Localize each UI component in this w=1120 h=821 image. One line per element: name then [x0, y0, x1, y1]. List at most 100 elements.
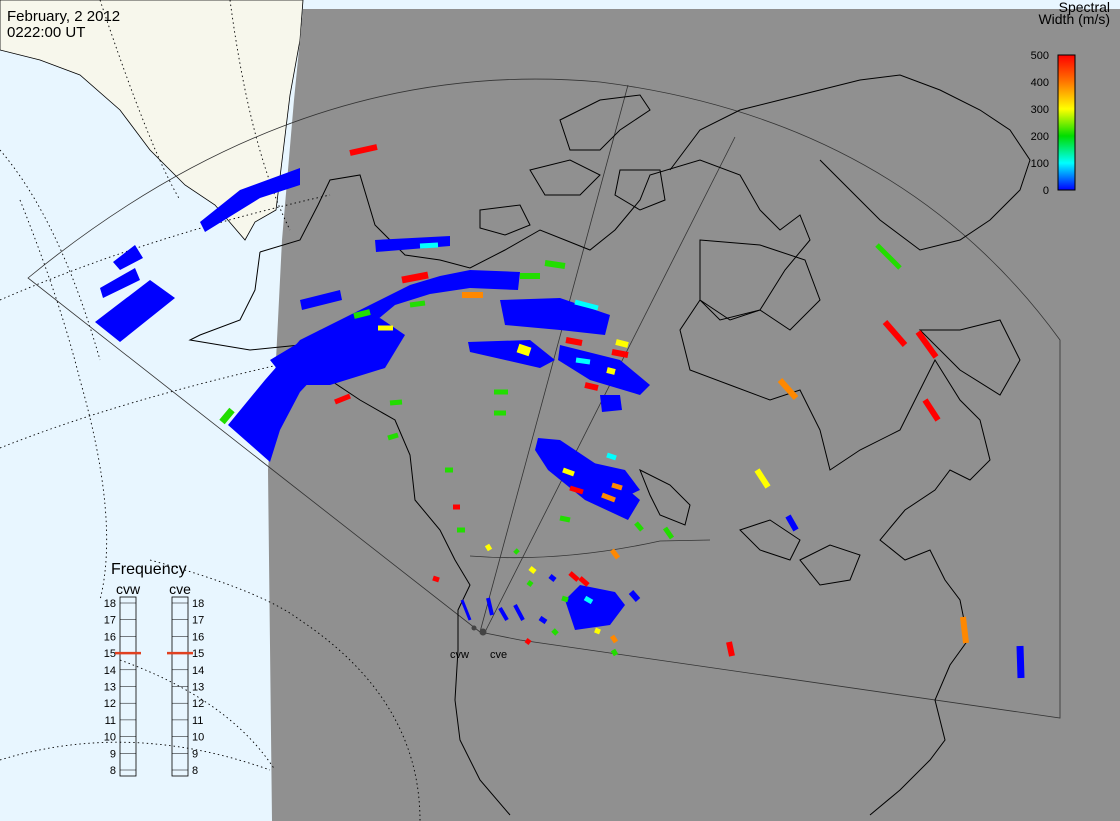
- frequency-scale-label: 17: [192, 615, 204, 627]
- frequency-scale-label: 18: [104, 598, 116, 610]
- echo-patch: [565, 585, 625, 630]
- echo-segment: [526, 580, 534, 587]
- echo-segment: [524, 638, 532, 645]
- echo-segment: [574, 299, 599, 311]
- frequency-scale-label: 12: [104, 698, 116, 710]
- echo-patch: [500, 298, 610, 335]
- echo-segment: [219, 407, 235, 425]
- echo-segment: [538, 615, 548, 625]
- echo-segment: [606, 367, 616, 375]
- sunlit-land: [0, 0, 304, 241]
- colorbar-tick-label: 100: [1031, 158, 1049, 170]
- echo-patch: [600, 395, 622, 412]
- frequency-radar-label-cvw: cvw: [116, 581, 141, 597]
- echo-segment: [484, 543, 493, 552]
- frequency-scale-label: 14: [104, 665, 116, 677]
- echo-patch: [300, 290, 342, 310]
- echo-segment: [1016, 645, 1025, 679]
- echo-patch: [113, 245, 143, 270]
- echo-segment: [615, 339, 629, 348]
- echo-segment: [486, 597, 494, 616]
- echo-patch: [468, 340, 555, 368]
- time-label: 0222:00 UT: [7, 24, 86, 41]
- frequency-radar-label-cve: cve: [169, 581, 191, 597]
- frequency-scale-label: 12: [192, 698, 204, 710]
- frequency-scale-label: 17: [104, 615, 116, 627]
- frequency-scale-label: 13: [104, 682, 116, 694]
- echo-segment: [610, 548, 620, 560]
- colorbar: [1057, 54, 1076, 191]
- echo-segment: [559, 515, 571, 523]
- frequency-scale-label: 8: [110, 765, 116, 777]
- echo-segment: [460, 599, 472, 621]
- echo-segment: [551, 628, 559, 636]
- frequency-scale-label: 16: [192, 631, 204, 643]
- frequency-scale-label: 14: [192, 665, 204, 677]
- echo-segment: [548, 574, 557, 582]
- echo-segment: [601, 492, 616, 503]
- echo-segment: [628, 590, 641, 602]
- echo-segment: [568, 571, 580, 582]
- echo-segment: [419, 242, 439, 249]
- echo-segment: [562, 467, 575, 477]
- echo-segment: [498, 606, 509, 622]
- frequency-scale-label: 15: [104, 648, 116, 660]
- frequency-scale-label: 9: [110, 748, 116, 760]
- echo-segment: [785, 514, 799, 532]
- night-shade: [268, 9, 1120, 821]
- echo-patch: [375, 236, 450, 252]
- echo-segment: [777, 378, 799, 400]
- echo-segment: [922, 398, 941, 422]
- echo-segment: [594, 627, 601, 635]
- echo-segment: [401, 271, 429, 284]
- radar-site-cvw: [471, 625, 477, 631]
- echo-segment: [578, 576, 590, 587]
- frequency-scale-label: 13: [192, 682, 204, 694]
- echo-segment: [544, 260, 566, 269]
- colorbar-title-line1: Spectral: [1058, 0, 1110, 15]
- frequency-scale-label: 15: [192, 648, 204, 660]
- echo-segment: [513, 548, 520, 555]
- echo-segment: [565, 337, 583, 346]
- echo-segment: [516, 343, 532, 357]
- echo-segment: [513, 604, 525, 621]
- frequency-scale-label: 16: [104, 631, 116, 643]
- echo-segment: [882, 320, 908, 347]
- echo-segment: [662, 526, 675, 540]
- frequency-title: Frequency: [111, 561, 187, 578]
- frequency-scale-label: 11: [105, 715, 116, 727]
- echo-segment: [389, 399, 403, 406]
- radar-label-cvw: cvw: [450, 649, 469, 661]
- frequency-scale-label: 11: [192, 715, 203, 727]
- echo-segment: [584, 382, 599, 391]
- echo-segment: [409, 300, 426, 308]
- colorbar-tick-label: 500: [1031, 50, 1049, 62]
- coastlines: [188, 74, 1031, 816]
- colorbar-tick-label: 300: [1031, 104, 1049, 116]
- echo-segment: [432, 575, 440, 583]
- echo-segment: [875, 243, 902, 270]
- echo-segment: [754, 468, 771, 489]
- colorbar-tick-label: 400: [1031, 77, 1049, 89]
- echo-segment: [353, 309, 371, 319]
- echo-segment: [610, 648, 619, 657]
- radar-site-cve: [479, 628, 487, 636]
- echo-segment: [528, 566, 537, 574]
- colorbar-tick-label: 0: [1043, 185, 1049, 197]
- frequency-scale-label: 18: [192, 598, 204, 610]
- frequency-scale-label: 10: [104, 732, 116, 744]
- frequency-scale-label: 9: [192, 748, 198, 760]
- echo-patch: [200, 168, 300, 232]
- echo-patch: [270, 318, 405, 385]
- echo-patch: [100, 268, 140, 298]
- echo-segment: [583, 595, 594, 605]
- echo-patch: [95, 280, 175, 342]
- echo-segment: [349, 144, 378, 156]
- echo-segment: [915, 330, 939, 359]
- echo-segment: [575, 357, 591, 365]
- date-label: February, 2 2012: [7, 8, 121, 25]
- echo-segment: [611, 482, 623, 491]
- echo-segment: [726, 641, 735, 657]
- echo-segment: [634, 521, 644, 532]
